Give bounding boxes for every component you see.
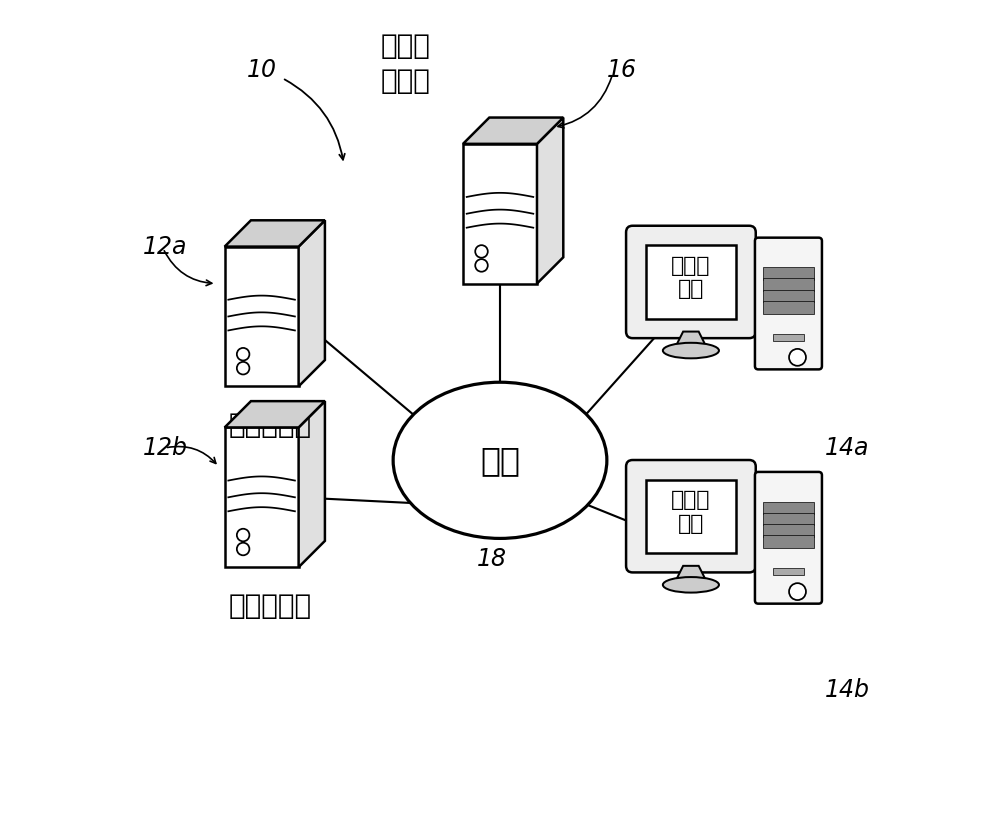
Circle shape [475,259,488,272]
Text: 反诈骗
服务器: 反诈骗 服务器 [381,32,430,95]
Polygon shape [763,524,814,537]
Text: 12a: 12a [142,234,187,259]
Text: 网络: 网络 [480,444,520,477]
Text: 10: 10 [247,58,277,82]
Polygon shape [674,331,708,350]
Text: 18: 18 [477,547,507,570]
Polygon shape [763,301,814,313]
Text: 网络服务器: 网络服务器 [228,411,311,439]
Polygon shape [773,334,804,341]
Polygon shape [763,535,814,547]
Polygon shape [646,479,736,553]
Polygon shape [299,401,325,567]
Ellipse shape [663,343,719,358]
FancyBboxPatch shape [755,472,822,603]
Polygon shape [225,247,299,386]
Ellipse shape [393,382,607,538]
Polygon shape [225,427,299,567]
Circle shape [237,362,249,375]
Circle shape [237,348,249,361]
FancyBboxPatch shape [626,460,756,572]
Polygon shape [763,513,814,525]
Circle shape [237,543,249,556]
Polygon shape [763,267,814,279]
Polygon shape [773,568,804,575]
Polygon shape [537,118,563,284]
Text: 12b: 12b [142,436,187,460]
Circle shape [237,529,249,542]
Polygon shape [674,566,708,584]
Text: 14b: 14b [825,678,870,703]
Polygon shape [646,245,736,319]
Ellipse shape [663,577,719,593]
Text: 客户端
系统: 客户端 系统 [671,256,711,299]
Polygon shape [763,501,814,514]
FancyBboxPatch shape [755,238,822,369]
Polygon shape [299,220,325,386]
Text: 16: 16 [607,58,637,82]
Circle shape [789,583,806,600]
Polygon shape [463,118,563,144]
Polygon shape [763,290,814,302]
FancyBboxPatch shape [626,226,756,338]
Text: 客户端
系统: 客户端 系统 [671,490,711,533]
Polygon shape [225,220,325,247]
Circle shape [789,349,806,366]
Text: 网络服务器: 网络服务器 [228,592,311,620]
Text: 14a: 14a [825,436,869,460]
Polygon shape [225,401,325,427]
Polygon shape [463,144,537,284]
Polygon shape [763,279,814,291]
Circle shape [475,245,488,258]
